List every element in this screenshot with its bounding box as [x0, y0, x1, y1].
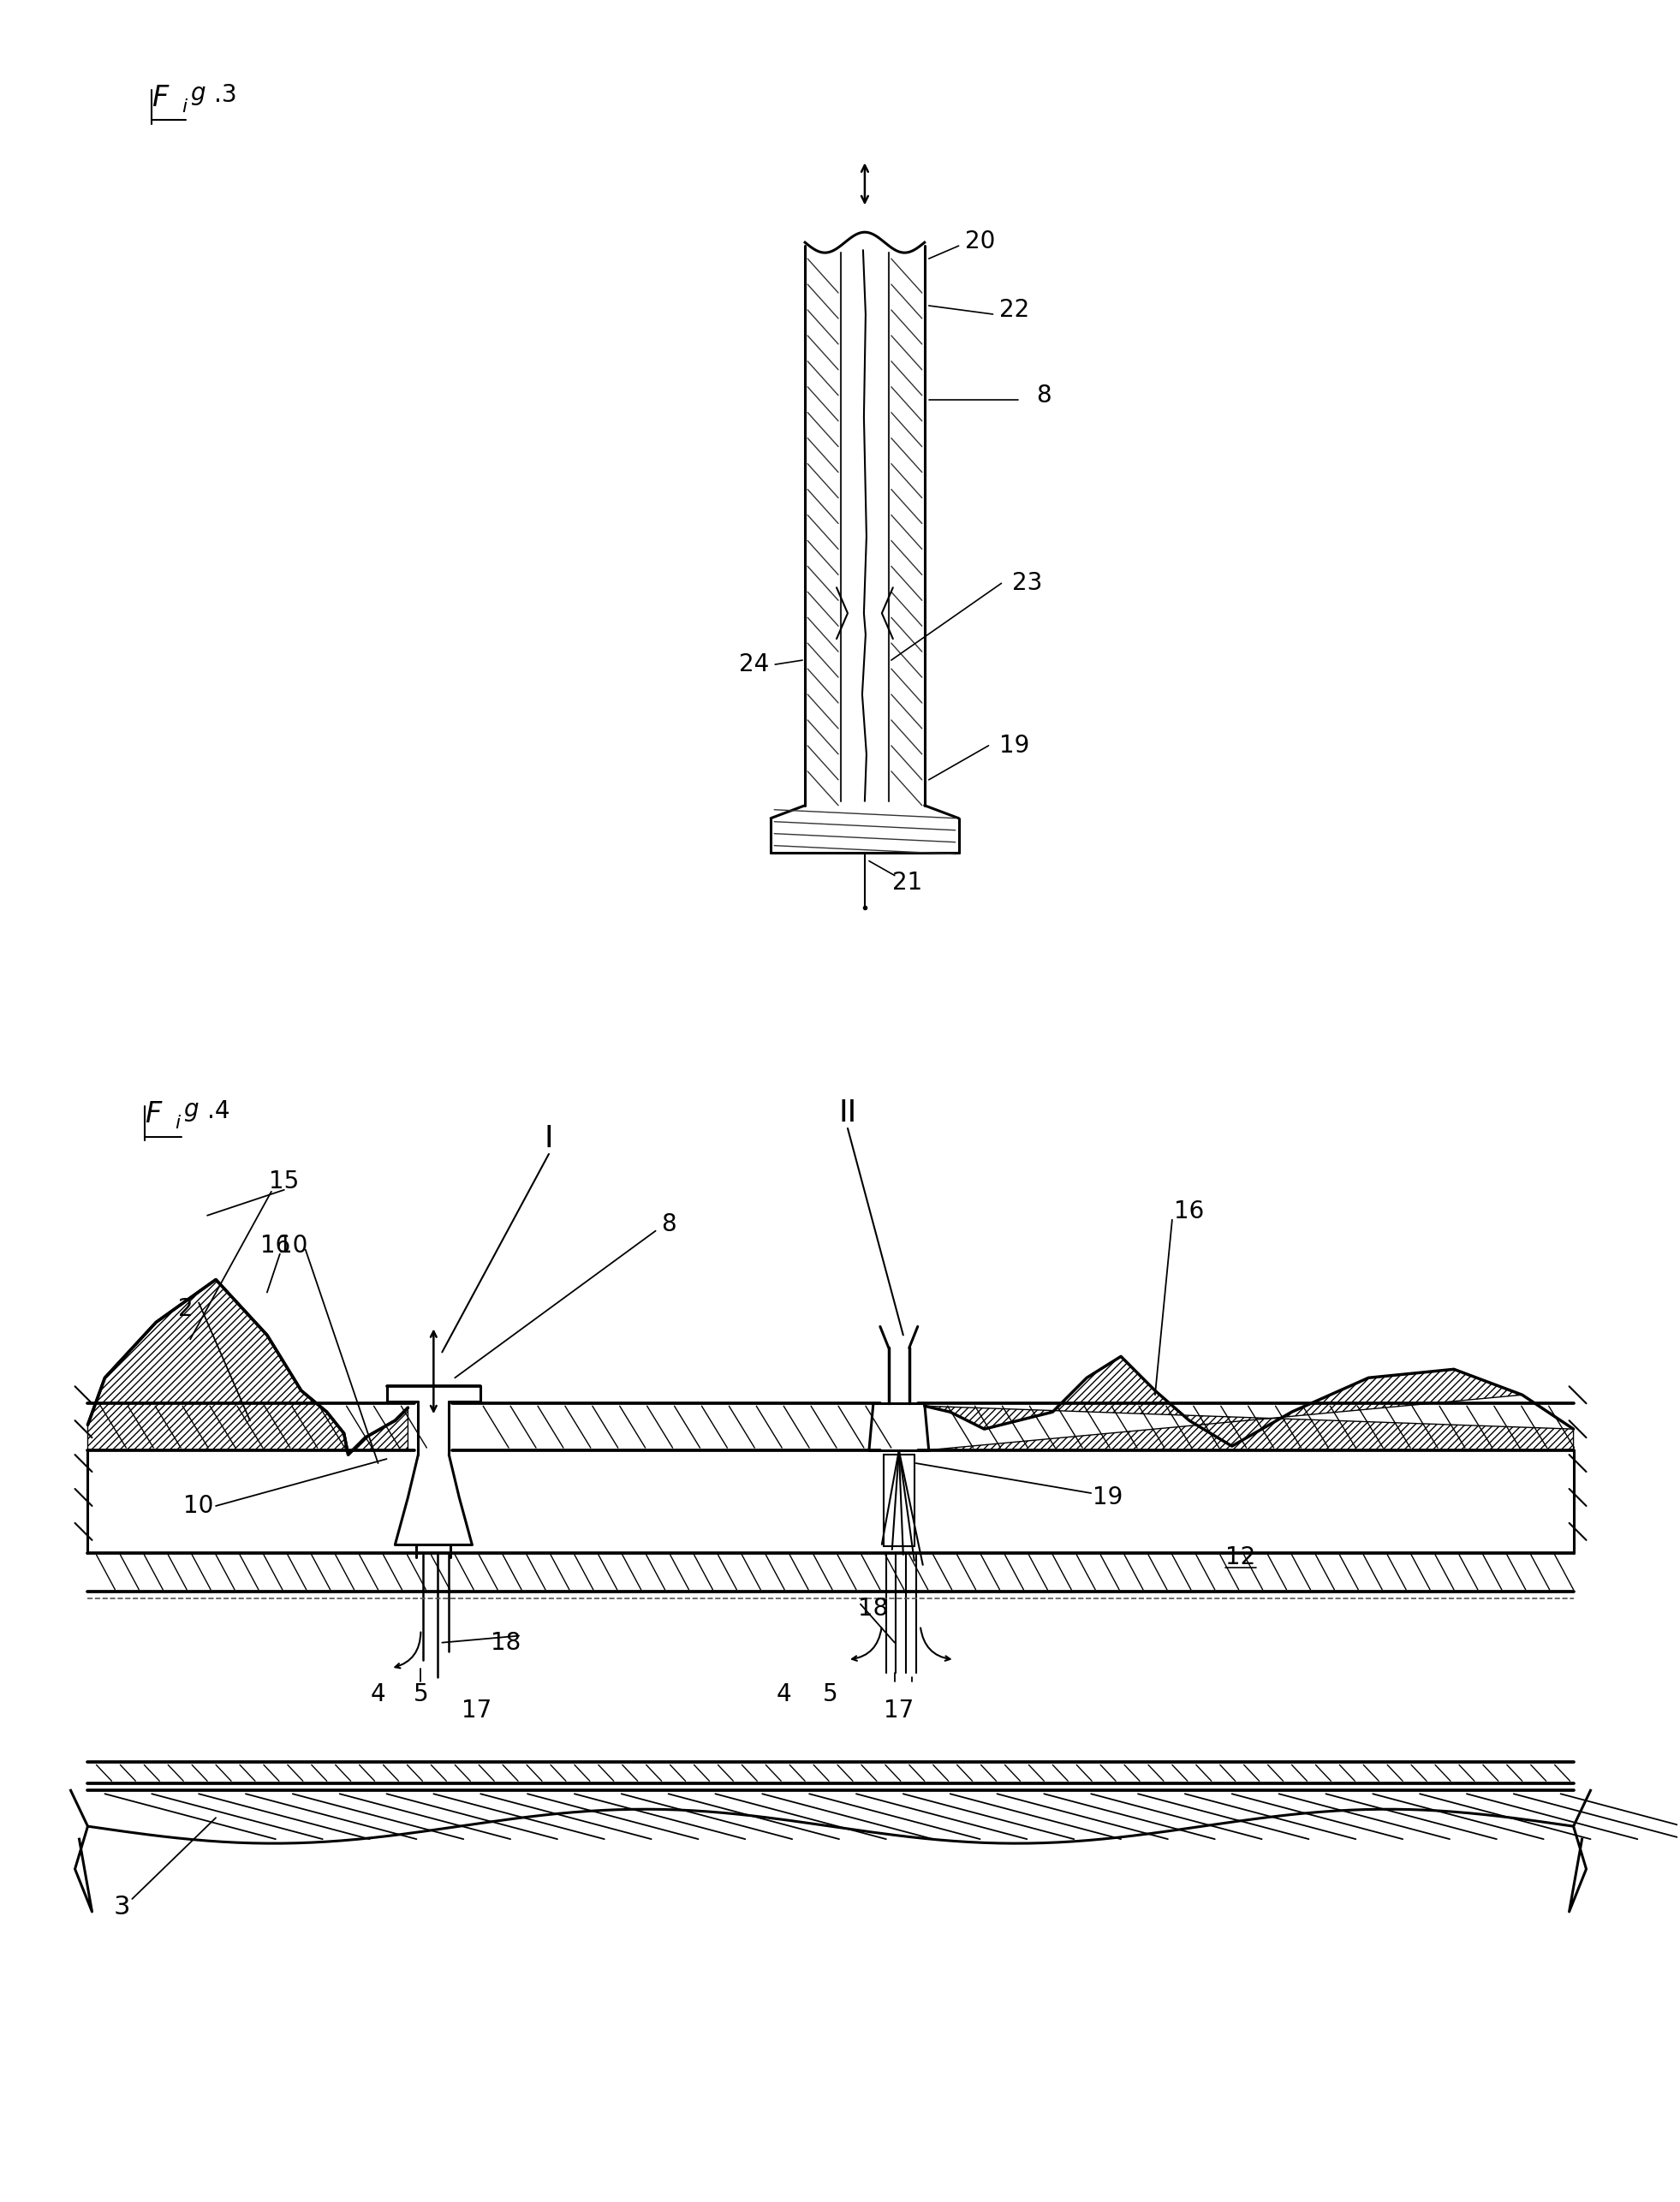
Text: 12: 12: [1225, 1546, 1255, 1570]
Text: $\mathit{F}$: $\mathit{F}$: [151, 84, 170, 112]
Text: 18: 18: [858, 1596, 889, 1621]
Text: 8: 8: [660, 1211, 675, 1235]
Text: 8: 8: [1037, 383, 1052, 407]
Text: 21: 21: [892, 870, 922, 894]
Text: $\mathit{i}$: $\mathit{i}$: [181, 99, 188, 115]
Polygon shape: [87, 1279, 408, 1456]
Text: 16: 16: [260, 1233, 291, 1257]
Text: 4: 4: [371, 1682, 386, 1707]
Text: 10: 10: [277, 1233, 307, 1257]
Text: 2: 2: [178, 1297, 193, 1321]
Text: $\mathit{g}$: $\mathit{g}$: [183, 1099, 200, 1123]
Text: 23: 23: [1011, 570, 1042, 595]
Text: 16: 16: [1174, 1200, 1205, 1222]
Text: 19: 19: [1094, 1486, 1124, 1508]
Text: 24: 24: [739, 652, 769, 676]
Text: 18: 18: [491, 1632, 521, 1654]
Text: 17: 17: [884, 1700, 914, 1722]
Text: $\mathit{i}$: $\mathit{i}$: [175, 1114, 181, 1132]
Text: I: I: [544, 1123, 553, 1154]
Text: .4: .4: [207, 1099, 230, 1123]
Text: 10: 10: [183, 1493, 213, 1517]
Text: II: II: [838, 1099, 857, 1127]
Text: 17: 17: [462, 1700, 491, 1722]
Text: 5: 5: [413, 1682, 428, 1707]
Text: $\mathit{g}$: $\mathit{g}$: [190, 84, 207, 106]
Text: 20: 20: [964, 229, 995, 253]
Text: 3: 3: [114, 1896, 131, 1920]
Text: 15: 15: [269, 1169, 299, 1193]
Text: .3: .3: [213, 84, 237, 106]
Text: 4: 4: [776, 1682, 791, 1707]
Polygon shape: [924, 1356, 1574, 1451]
Text: $\mathit{F}$: $\mathit{F}$: [144, 1101, 163, 1130]
Text: 22: 22: [1000, 297, 1030, 321]
Text: 19: 19: [1000, 733, 1030, 757]
Text: 5: 5: [823, 1682, 838, 1707]
